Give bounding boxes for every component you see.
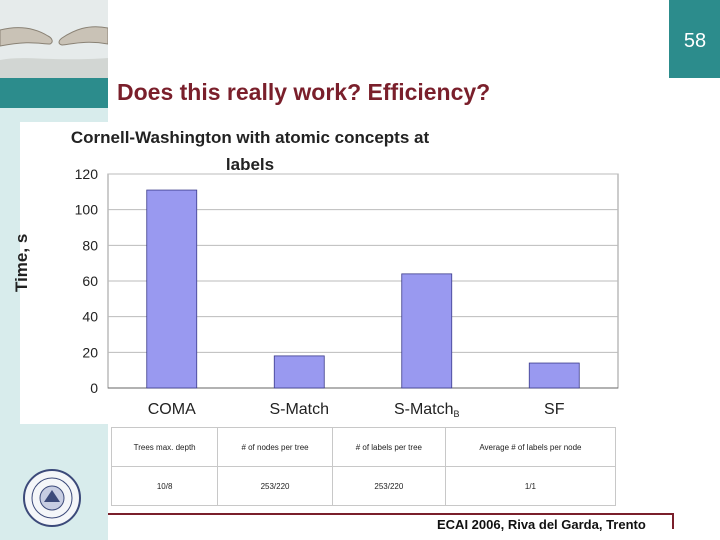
footer-rule-end [672, 513, 674, 529]
y-tick-label: 80 [82, 237, 98, 253]
x-tick-label-text: SF [544, 401, 565, 418]
slide-number: 58 [670, 0, 720, 78]
teal-header-band [0, 78, 108, 108]
table-header-row: Trees max. depth # of nodes per tree # o… [110, 427, 617, 467]
table-header-cell: Trees max. depth [110, 427, 219, 467]
table-header-cell: # of labels per tree [331, 427, 446, 467]
table-cell: 1/1 [444, 466, 617, 506]
table-cell: 10/8 [110, 466, 219, 506]
chart-title-line-1: Cornell-Washington with atomic concepts … [70, 128, 430, 147]
dataset-stats-table: Trees max. depth # of nodes per tree # o… [110, 427, 617, 506]
table-header-cell: Average # of labels per node [444, 427, 617, 467]
y-tick-label: 0 [90, 380, 98, 396]
chart-title-line-2: labels [225, 155, 275, 174]
y-tick-label: 40 [82, 309, 98, 325]
header-divider [669, 0, 670, 78]
y-tick-label: 120 [75, 166, 99, 182]
table-header-cell: # of nodes per tree [217, 427, 333, 467]
chart: Cornell-Washington with atomic concepts … [12, 122, 620, 424]
y-tick-label: 60 [82, 273, 98, 289]
footer-rule [108, 513, 674, 515]
slide-title: Does this really work? Efficiency? [117, 79, 491, 105]
x-tick-label: SF [544, 401, 565, 418]
bar [273, 355, 325, 389]
bar [146, 189, 198, 389]
chart-title: Cornell-Washington with atomic concepts … [20, 124, 480, 178]
bar [401, 273, 453, 389]
footer-text: ECAI 2006, Riva del Garda, Trento [437, 517, 646, 532]
table-row: 10/8 253/220 253/220 1/1 [110, 466, 617, 506]
x-tick-label: S-MatchB [394, 401, 460, 419]
x-tick-label: S-Match [269, 401, 329, 418]
x-tick-label-subscript: B [454, 409, 460, 419]
x-tick-label-text: COMA [148, 401, 196, 418]
university-seal-logo [22, 468, 82, 528]
table-cell: 253/220 [217, 466, 333, 506]
x-tick-label-text: S-Match [269, 401, 329, 418]
x-tick-label: COMA [148, 401, 196, 418]
creation-of-adam-image [0, 0, 108, 78]
y-tick-label: 100 [75, 202, 99, 218]
bar [528, 362, 580, 389]
y-tick-label: 20 [82, 344, 98, 360]
table-cell: 253/220 [331, 466, 446, 506]
x-tick-label-text: S-Match [394, 401, 454, 418]
